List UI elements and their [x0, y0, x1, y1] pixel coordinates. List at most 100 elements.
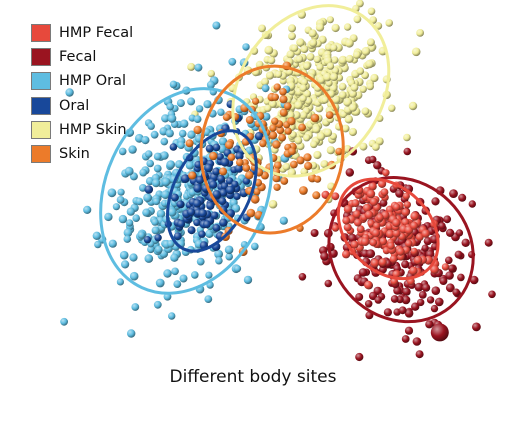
point-skin [290, 160, 298, 169]
point-hmp-oral [215, 256, 223, 265]
point-hmp-fecal [366, 189, 376, 199]
point-fecal [448, 264, 456, 272]
point-hmp-skin [313, 150, 322, 160]
point-oral [219, 188, 228, 197]
point-hmp-fecal [410, 211, 420, 221]
centroid-marker-fecal [430, 323, 449, 342]
point-skin [259, 139, 267, 148]
point-fecal [412, 337, 422, 346]
legend-swatch-oral [31, 96, 51, 115]
point-hmp-oral [151, 218, 159, 226]
point-hmp-skin [306, 53, 315, 61]
legend-swatch-skin [31, 145, 51, 164]
point-hmp-oral [180, 119, 189, 128]
point-hmp-skin [359, 85, 367, 93]
point-hmp-skin [294, 136, 303, 145]
legend-item-hmp-fecal: HMP Fecal [31, 21, 133, 45]
point-oral [187, 208, 196, 217]
point-hmp-skin [372, 143, 380, 151]
point-hmp-skin [265, 71, 274, 80]
legend-item-hmp-oral: HMP Oral [31, 69, 133, 93]
point-hmp-oral [155, 278, 165, 288]
point-oral [206, 201, 215, 210]
point-hmp-skin [416, 29, 424, 37]
point-oral [209, 180, 218, 189]
point-oral [205, 144, 214, 153]
ellipses-layer [99, 4, 475, 324]
legend-item-skin: Skin [31, 142, 133, 166]
point-fecal [439, 277, 448, 285]
point-hmp-skin [361, 107, 370, 116]
point-hmp-skin [299, 84, 308, 92]
point-hmp-skin [344, 115, 353, 124]
point-hmp-skin [348, 89, 357, 98]
point-hmp-skin [282, 162, 291, 171]
point-hmp-oral [225, 252, 233, 261]
point-oral [169, 143, 178, 151]
point-hmp-skin [361, 46, 371, 56]
point-hmp-skin [303, 134, 311, 142]
legend-swatch-fecal [31, 48, 51, 67]
point-fecal [458, 193, 467, 202]
point-hmp-oral [169, 80, 178, 89]
point-skin [279, 95, 288, 104]
point-hmp-oral [179, 274, 188, 283]
point-fecal [403, 147, 412, 156]
point-hmp-fecal [401, 208, 410, 217]
point-hmp-skin [286, 50, 295, 59]
point-hmp-oral [150, 130, 159, 139]
point-oral [212, 167, 221, 176]
point-hmp-skin [350, 83, 359, 92]
legend-swatch-hmp-skin [31, 120, 51, 139]
point-hmp-oral [178, 129, 187, 138]
point-skin [222, 113, 231, 121]
point-hmp-oral [119, 250, 129, 260]
point-hmp-skin [375, 137, 384, 146]
point-hmp-oral [163, 292, 172, 301]
point-skin [188, 171, 197, 180]
point-hmp-oral [129, 253, 138, 262]
point-hmp-skin [309, 39, 318, 47]
point-hmp-skin [338, 55, 348, 65]
point-hmp-skin [326, 16, 334, 24]
point-hmp-fecal [321, 190, 330, 199]
point-hmp-oral [118, 214, 128, 224]
point-hmp-fecal [370, 258, 380, 268]
point-hmp-oral [185, 161, 195, 170]
point-hmp-fecal [352, 210, 361, 219]
point-hmp-skin [356, 67, 365, 75]
point-hmp-fecal [415, 233, 424, 242]
point-hmp-fecal [396, 247, 405, 256]
point-oral [195, 175, 205, 184]
point-fecal [426, 296, 435, 304]
point-fecal [415, 350, 424, 359]
point-hmp-skin [320, 160, 329, 169]
point-fecal [378, 265, 387, 274]
point-fecal [457, 273, 465, 282]
point-hmp-fecal [342, 250, 351, 259]
point-hmp-fecal [405, 239, 413, 248]
point-fecal [484, 238, 493, 247]
point-skin [209, 151, 218, 161]
point-fecal [368, 291, 378, 301]
point-hmp-skin [343, 97, 352, 107]
point-hmp-oral [132, 214, 140, 222]
point-hmp-fecal [362, 203, 372, 213]
point-hmp-oral [116, 196, 125, 204]
point-oral [220, 157, 230, 167]
legend-swatch-hmp-fecal [31, 24, 51, 43]
point-hmp-fecal [369, 238, 378, 247]
point-oral [212, 224, 221, 232]
point-skin [325, 111, 334, 119]
legend-item-hmp-skin: HMP Skin [31, 118, 133, 142]
point-hmp-oral [117, 188, 125, 196]
point-oral [173, 232, 182, 241]
point-hmp-fecal [353, 218, 362, 227]
point-hmp-fecal [410, 247, 418, 255]
point-hmp-oral [123, 235, 132, 243]
point-hmp-skin [300, 45, 309, 54]
point-hmp-skin [341, 124, 350, 133]
point-fecal [417, 298, 425, 307]
point-skin [185, 139, 194, 148]
